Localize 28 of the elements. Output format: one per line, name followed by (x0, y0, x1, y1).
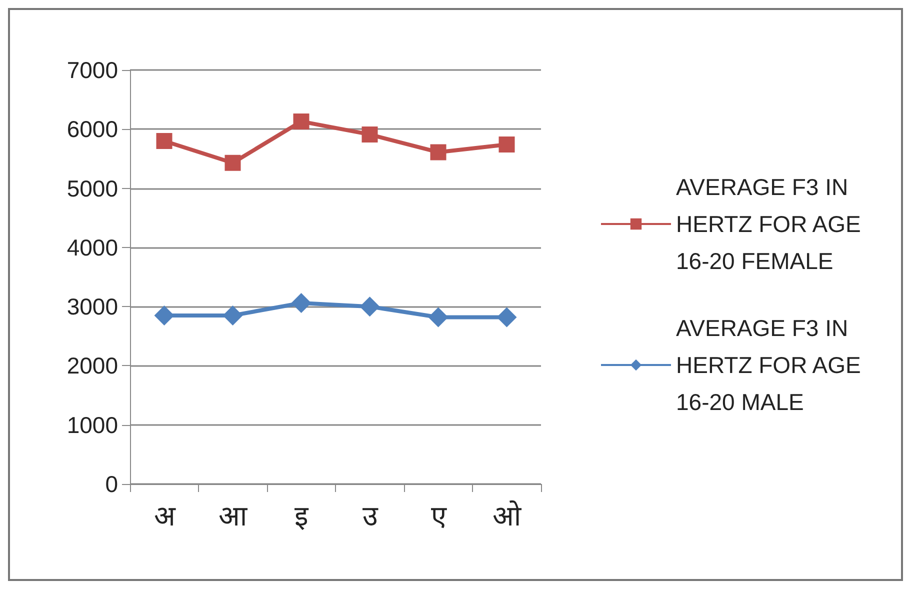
y-tick-label: 0 (105, 471, 118, 497)
point (428, 307, 448, 328)
y-tick-label: 4000 (66, 234, 118, 260)
y-tick-label: 7000 (66, 57, 118, 83)
y-tick-label: 5000 (66, 175, 118, 202)
x-tick-label: आ (218, 500, 248, 532)
point (496, 307, 517, 328)
point (224, 154, 241, 171)
x-tick-label: अ (154, 500, 176, 532)
point (293, 113, 310, 130)
y-tick-label: 3000 (66, 294, 118, 320)
y-tick-label: 1000 (66, 412, 118, 438)
point (154, 305, 174, 326)
point (360, 296, 380, 317)
x-tick-label: उ (362, 500, 378, 532)
y-tick-label: 2000 (66, 352, 118, 379)
x-tick-label: ओ (492, 500, 522, 532)
legend-label: AVERAGE F3 IN HERTZ FOR AGE 16-20 FEMALE (676, 174, 868, 274)
point (291, 293, 312, 314)
x-tick-label: ए (430, 500, 447, 532)
point (498, 136, 515, 153)
point (362, 126, 378, 142)
point (222, 305, 243, 326)
point (430, 144, 446, 160)
point (156, 132, 172, 149)
y-tick-label: 6000 (66, 116, 118, 142)
x-tick-label: इ (294, 500, 310, 532)
legend-label: AVERAGE F3 IN HERTZ FOR AGE 16-20 MALE (676, 315, 868, 415)
